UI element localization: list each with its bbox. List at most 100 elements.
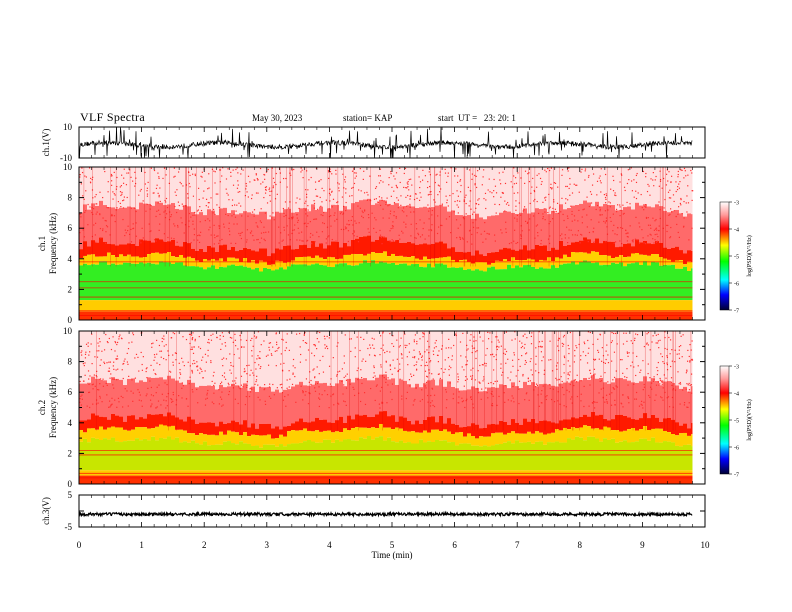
psd-cell bbox=[371, 427, 375, 440]
psd-cell bbox=[579, 300, 583, 312]
psd-speckle bbox=[524, 182, 526, 185]
psd-cell bbox=[203, 215, 207, 252]
psd-speckle bbox=[653, 376, 655, 378]
psd-cell bbox=[243, 266, 247, 301]
psd-cell bbox=[299, 264, 303, 301]
psd-cell bbox=[307, 331, 311, 386]
psd-speckle bbox=[146, 393, 148, 395]
psd-speckle bbox=[670, 226, 672, 229]
psd-speckle bbox=[440, 368, 442, 370]
psd-speckle bbox=[654, 233, 656, 236]
psd-speckle bbox=[106, 341, 109, 343]
psd-speckle bbox=[566, 381, 568, 383]
psd-cell bbox=[279, 429, 283, 435]
psd-cell bbox=[339, 380, 343, 417]
psd-speckle bbox=[541, 402, 543, 404]
psd-cell bbox=[167, 331, 171, 376]
psd-cell bbox=[303, 428, 307, 442]
psd-cell bbox=[295, 300, 299, 312]
psd-cell bbox=[599, 300, 603, 312]
psd-speckle bbox=[260, 237, 263, 239]
psd-speckle bbox=[445, 218, 448, 220]
psd-speckle bbox=[519, 340, 521, 342]
psd-speckle bbox=[597, 338, 599, 340]
psd-cell bbox=[283, 209, 287, 246]
psd-speckle bbox=[533, 200, 535, 202]
psd-speckle bbox=[105, 225, 108, 227]
psd-cell bbox=[139, 257, 143, 263]
psd-cell bbox=[679, 268, 683, 301]
psd-cell bbox=[191, 419, 195, 434]
psd-cell bbox=[495, 424, 499, 433]
psd-speckle bbox=[283, 215, 285, 218]
psd-cell bbox=[343, 475, 347, 484]
psd-cell bbox=[195, 475, 199, 484]
psd-cell bbox=[267, 434, 271, 445]
psd-speckle bbox=[446, 202, 448, 204]
psd-speckle bbox=[471, 345, 473, 347]
psd-cell bbox=[103, 331, 107, 381]
psd-speckle bbox=[146, 203, 148, 205]
psd-cell bbox=[411, 256, 415, 265]
psd-cell bbox=[431, 441, 435, 471]
psd-speckle bbox=[604, 401, 606, 403]
psd-speckle bbox=[204, 353, 207, 355]
psd-cell bbox=[467, 300, 471, 312]
psd-speckle bbox=[475, 175, 477, 177]
psd-speckle bbox=[666, 230, 668, 233]
psd-cell bbox=[379, 436, 383, 471]
psd-speckle bbox=[223, 376, 226, 378]
psd-cell bbox=[151, 252, 155, 264]
psd-cell bbox=[383, 262, 387, 301]
psd-cell bbox=[159, 300, 163, 312]
psd-cell bbox=[255, 167, 259, 215]
psd-speckle bbox=[622, 204, 624, 206]
psd-speckle bbox=[678, 349, 680, 351]
psd-speckle bbox=[115, 358, 117, 360]
psd-cell bbox=[447, 211, 451, 249]
psd-speckle bbox=[84, 211, 86, 214]
psd-cell bbox=[227, 430, 231, 442]
psd-cell bbox=[567, 208, 571, 245]
psd-speckle bbox=[307, 222, 309, 225]
psd-speckle bbox=[673, 200, 675, 203]
psd-speckle bbox=[323, 211, 325, 214]
psd-cell bbox=[311, 421, 315, 432]
psd-speckle bbox=[689, 344, 691, 346]
psd-speckle bbox=[249, 181, 251, 183]
psd-speckle bbox=[417, 232, 419, 234]
psd-cell bbox=[155, 201, 159, 239]
psd-cell bbox=[243, 383, 247, 421]
psd-cell bbox=[131, 167, 135, 208]
psd-speckle bbox=[111, 175, 113, 177]
psd-speckle bbox=[667, 224, 669, 227]
psd-speckle bbox=[647, 235, 649, 237]
psd-speckle bbox=[397, 199, 399, 201]
psd-speckle bbox=[446, 181, 448, 183]
psd-speckle bbox=[459, 238, 462, 240]
psd-speckle bbox=[384, 352, 386, 354]
psd-speckle bbox=[291, 232, 293, 235]
psd-speckle bbox=[164, 217, 167, 219]
psd-cell bbox=[563, 209, 567, 246]
psd-speckle bbox=[652, 179, 654, 181]
psd-cell bbox=[215, 331, 219, 390]
psd-cell bbox=[491, 331, 495, 388]
psd-cell bbox=[531, 249, 535, 260]
psd-cell bbox=[627, 417, 631, 430]
psd-speckle bbox=[455, 334, 457, 337]
psd-speckle bbox=[243, 368, 246, 370]
psd-cell bbox=[211, 167, 215, 211]
psd-speckle bbox=[623, 212, 625, 215]
psd-speckle bbox=[631, 342, 634, 344]
psd-speckle bbox=[637, 192, 639, 194]
psd-cell bbox=[379, 424, 383, 437]
psd-cell bbox=[219, 444, 223, 471]
psd-speckle bbox=[314, 387, 316, 389]
psd-speckle bbox=[388, 204, 390, 206]
psd-speckle bbox=[279, 172, 281, 174]
psd-speckle bbox=[116, 186, 118, 188]
psd-speckle bbox=[629, 203, 631, 205]
psd-speckle bbox=[134, 357, 136, 359]
psd-cell bbox=[443, 264, 447, 301]
